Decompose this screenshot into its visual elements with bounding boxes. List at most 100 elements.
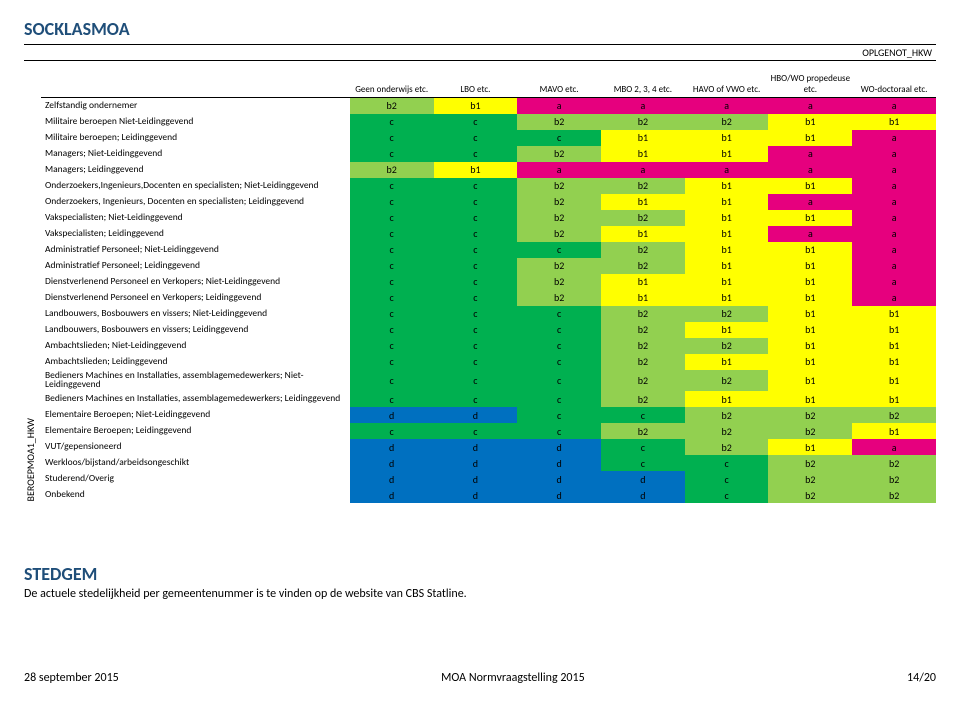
- matrix-cell: b1: [685, 226, 769, 242]
- matrix-cell: d: [517, 439, 601, 455]
- matrix-cell: b2: [685, 423, 769, 439]
- matrix-cell: b2: [601, 210, 685, 226]
- matrix-cell: c: [517, 391, 601, 407]
- matrix-cell: d: [350, 439, 434, 455]
- matrix-cell: c: [434, 178, 518, 194]
- matrix-cell: c: [517, 423, 601, 439]
- matrix-cell: c: [434, 274, 518, 290]
- matrix-cell: c: [517, 338, 601, 354]
- matrix-cell: b2: [517, 226, 601, 242]
- matrix-cell: c: [434, 194, 518, 210]
- matrix-cell: b2: [601, 242, 685, 258]
- table-row: Onbekendddddcb2b2: [41, 487, 936, 503]
- matrix-cell: b1: [685, 146, 769, 162]
- matrix-cell: b1: [685, 210, 769, 226]
- matrix-cell: b2: [685, 306, 769, 322]
- row-label: Zelfstandig ondernemer: [41, 98, 350, 114]
- matrix-cell: a: [852, 290, 936, 306]
- row-label: Landbouwers, Bosbouwers en vissers; Niet…: [41, 306, 350, 322]
- matrix-cell: a: [852, 210, 936, 226]
- table-row: Managers; Leidinggevendb2b1aaaaa: [41, 162, 936, 178]
- matrix-cell: b2: [601, 114, 685, 130]
- matrix-cell: c: [350, 226, 434, 242]
- matrix-cell: b1: [768, 370, 852, 392]
- table-row: Administratief Personeel; Niet-Leidingge…: [41, 242, 936, 258]
- matrix-cell: a: [852, 130, 936, 146]
- column-header: LBO etc.: [434, 71, 518, 98]
- matrix-cell: c: [517, 242, 601, 258]
- matrix-cell: b1: [768, 114, 852, 130]
- matrix-cell: d: [350, 407, 434, 423]
- matrix-cell: d: [517, 455, 601, 471]
- matrix-cell: b1: [601, 226, 685, 242]
- matrix-cell: c: [350, 354, 434, 370]
- page-footer: 28 september 2015 MOA Normvraagstelling …: [24, 671, 936, 685]
- matrix-cell: d: [517, 471, 601, 487]
- matrix-cell: c: [434, 146, 518, 162]
- table-row: Ambachtslieden; Niet-Leidinggevendcccb2b…: [41, 338, 936, 354]
- matrix-cell: b1: [685, 391, 769, 407]
- matrix-cell: d: [350, 471, 434, 487]
- matrix-cell: a: [852, 274, 936, 290]
- table-row: Studerend/Overigddddcb2b2: [41, 471, 936, 487]
- matrix-cell: b2: [768, 455, 852, 471]
- matrix-cell: a: [768, 98, 852, 114]
- row-label: Werkloos/bijstand/arbeidsongeschikt: [41, 455, 350, 471]
- matrix-cell: c: [350, 130, 434, 146]
- matrix-cell: b1: [852, 322, 936, 338]
- table-row: Zelfstandig ondernemerb2b1aaaaa: [41, 98, 936, 114]
- matrix-cell: c: [434, 423, 518, 439]
- row-label: Administratief Personeel; Niet-Leidingge…: [41, 242, 350, 258]
- table-row: Bedieners Machines en Installaties, asse…: [41, 370, 936, 392]
- matrix-cell: c: [350, 114, 434, 130]
- matrix-cell: b2: [517, 274, 601, 290]
- matrix-cell: b2: [601, 306, 685, 322]
- matrix-cell: b2: [350, 162, 434, 178]
- column-header: WO-doctoraal etc.: [852, 71, 936, 98]
- stedgem-title: STEDGEM: [24, 563, 936, 585]
- matrix-cell: a: [852, 98, 936, 114]
- row-label: Studerend/Overig: [41, 471, 350, 487]
- matrix-cell: b1: [768, 338, 852, 354]
- matrix-cell: b1: [685, 258, 769, 274]
- matrix-cell: d: [517, 487, 601, 503]
- table-row: Vakspecialisten; Niet-Leidinggevendccb2b…: [41, 210, 936, 226]
- row-label: Bedieners Machines en Installaties, asse…: [41, 391, 350, 407]
- matrix-cell: b2: [768, 423, 852, 439]
- matrix-cell: b1: [685, 178, 769, 194]
- matrix-cell: b1: [601, 290, 685, 306]
- row-label: Bedieners Machines en Installaties, asse…: [41, 370, 350, 392]
- row-label: Managers; Niet-Leidinggevend: [41, 146, 350, 162]
- matrix-cell: a: [768, 162, 852, 178]
- matrix-cell: c: [434, 354, 518, 370]
- matrix-cell: d: [434, 407, 518, 423]
- row-label: Militaire beroepen Niet-Leidinggevend: [41, 114, 350, 130]
- matrix-cell: c: [434, 258, 518, 274]
- matrix-cell: c: [517, 306, 601, 322]
- matrix-cell: b2: [685, 439, 769, 455]
- matrix-cell: b2: [601, 258, 685, 274]
- matrix-cell: c: [350, 146, 434, 162]
- matrix-cell: b1: [685, 354, 769, 370]
- matrix-cell: d: [350, 455, 434, 471]
- table-row: Elementaire Beroepen; Leidinggevendcccb2…: [41, 423, 936, 439]
- matrix-cell: b2: [517, 146, 601, 162]
- matrix-cell: b2: [517, 210, 601, 226]
- matrix-cell: b1: [685, 242, 769, 258]
- matrix-cell: b2: [517, 194, 601, 210]
- matrix-cell: b1: [685, 322, 769, 338]
- row-label: Onbekend: [41, 487, 350, 503]
- matrix-cell: c: [517, 322, 601, 338]
- matrix-cell: b2: [517, 290, 601, 306]
- matrix-cell: b1: [768, 210, 852, 226]
- matrix-cell: b2: [517, 258, 601, 274]
- row-label: Dienstverlenend Personeel en Verkopers; …: [41, 274, 350, 290]
- matrix-cell: a: [852, 146, 936, 162]
- stedgem-section: STEDGEM De actuele stedelijkheid per gem…: [24, 563, 936, 601]
- matrix-cell: c: [350, 274, 434, 290]
- matrix-cell: b1: [768, 322, 852, 338]
- matrix-cell: c: [434, 226, 518, 242]
- matrix-cell: b1: [601, 146, 685, 162]
- matrix-cell: b2: [852, 407, 936, 423]
- matrix-cell: b1: [434, 98, 518, 114]
